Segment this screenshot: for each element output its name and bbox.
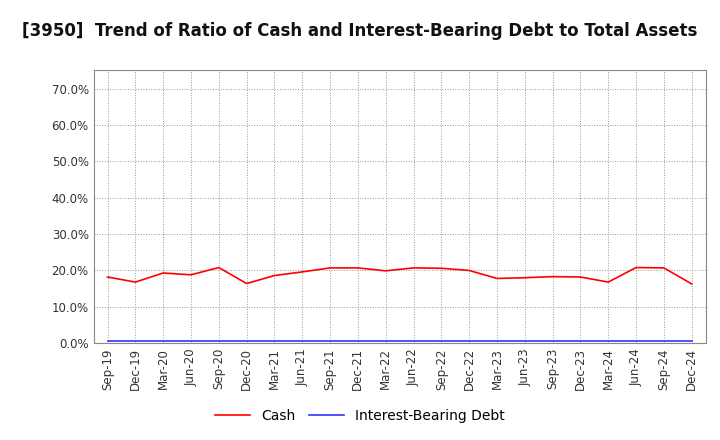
Interest-Bearing Debt — [521, 339, 529, 344]
Cash — [354, 265, 362, 271]
Interest-Bearing Debt — [159, 339, 168, 344]
Cash — [604, 279, 613, 285]
Interest-Bearing Debt — [325, 339, 334, 344]
Interest-Bearing Debt — [437, 339, 446, 344]
Interest-Bearing Debt — [354, 339, 362, 344]
Interest-Bearing Debt — [604, 339, 613, 344]
Legend: Cash, Interest-Bearing Debt: Cash, Interest-Bearing Debt — [210, 403, 510, 429]
Interest-Bearing Debt — [382, 339, 390, 344]
Interest-Bearing Debt — [631, 339, 640, 344]
Cash — [382, 268, 390, 273]
Text: [3950]  Trend of Ratio of Cash and Interest-Bearing Debt to Total Assets: [3950] Trend of Ratio of Cash and Intere… — [22, 22, 698, 40]
Interest-Bearing Debt — [549, 339, 557, 344]
Line: Cash: Cash — [107, 268, 692, 284]
Interest-Bearing Debt — [186, 339, 195, 344]
Interest-Bearing Debt — [465, 339, 474, 344]
Cash — [660, 265, 668, 271]
Interest-Bearing Debt — [242, 339, 251, 344]
Cash — [131, 279, 140, 285]
Interest-Bearing Debt — [409, 339, 418, 344]
Cash — [521, 275, 529, 280]
Interest-Bearing Debt — [660, 339, 668, 344]
Cash — [688, 281, 696, 286]
Cash — [242, 281, 251, 286]
Cash — [103, 275, 112, 280]
Cash — [631, 265, 640, 270]
Interest-Bearing Debt — [131, 339, 140, 344]
Interest-Bearing Debt — [298, 339, 307, 344]
Interest-Bearing Debt — [688, 339, 696, 344]
Cash — [159, 270, 168, 275]
Cash — [576, 275, 585, 280]
Cash — [186, 272, 195, 278]
Cash — [298, 269, 307, 275]
Cash — [492, 276, 501, 281]
Interest-Bearing Debt — [270, 339, 279, 344]
Cash — [465, 268, 474, 273]
Cash — [549, 274, 557, 279]
Cash — [409, 265, 418, 271]
Interest-Bearing Debt — [492, 339, 501, 344]
Interest-Bearing Debt — [103, 339, 112, 344]
Cash — [215, 265, 223, 270]
Cash — [325, 265, 334, 271]
Interest-Bearing Debt — [215, 339, 223, 344]
Cash — [270, 273, 279, 278]
Interest-Bearing Debt — [576, 339, 585, 344]
Cash — [437, 266, 446, 271]
